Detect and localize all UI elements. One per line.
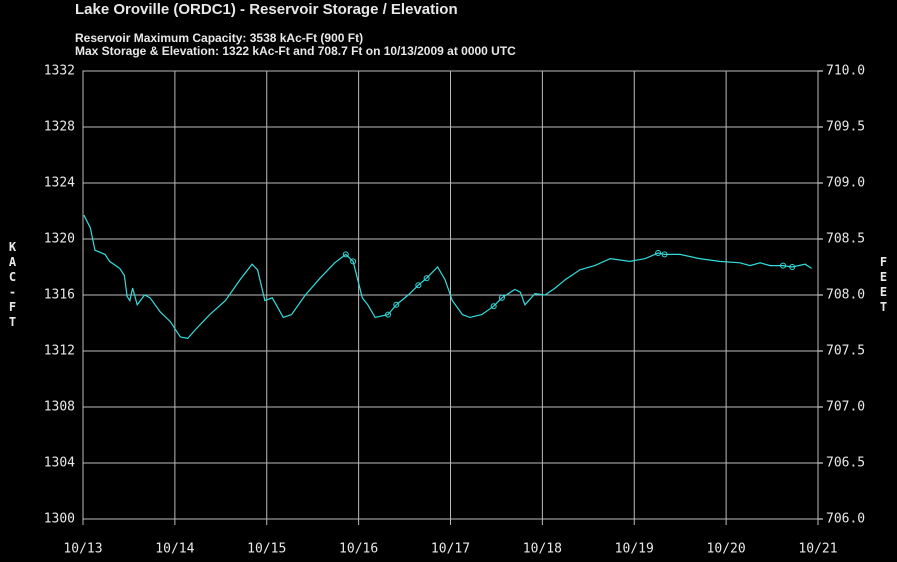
data-point xyxy=(780,262,787,269)
x-tick-label: 10/14 xyxy=(155,542,194,557)
y-tick-label: 1320 xyxy=(44,232,75,247)
x-tick-label: 10/13 xyxy=(63,542,102,557)
data-point xyxy=(498,294,505,301)
subtitle: Max Storage & Elevation: 1322 kAc-Ft and… xyxy=(75,44,516,58)
subtitle: Reservoir Maximum Capacity: 3538 kAc-Ft … xyxy=(75,31,363,45)
y2-axis-label: FEET xyxy=(877,255,891,315)
y2-tick-label: 708.5 xyxy=(826,232,865,247)
data-point xyxy=(415,282,422,289)
y2-tick-label: 706.5 xyxy=(826,456,865,471)
x-tick-label: 10/19 xyxy=(615,542,654,557)
x-tick-label: 10/16 xyxy=(339,542,378,557)
data-point xyxy=(655,250,662,256)
y-tick-label: 1316 xyxy=(44,288,75,303)
y2-tick-label: 706.0 xyxy=(826,512,865,527)
data-line xyxy=(83,214,812,340)
y-tick-label: 1332 xyxy=(44,64,75,79)
data-point xyxy=(789,264,796,270)
y-tick-label: 1300 xyxy=(44,512,75,527)
x-tick-label: 10/15 xyxy=(247,542,286,557)
y2-tick-label: 707.5 xyxy=(826,344,865,359)
data-point xyxy=(393,301,400,308)
y2-tick-label: 710.0 xyxy=(826,64,865,79)
y-axis-label: KAC-FT xyxy=(6,240,20,330)
data-point xyxy=(385,311,392,318)
data-point xyxy=(490,303,497,310)
y-tick-label: 1312 xyxy=(44,344,75,359)
x-tick-label: 10/20 xyxy=(707,542,746,557)
y-tick-label: 1324 xyxy=(44,176,75,191)
data-point xyxy=(661,251,668,258)
data-point xyxy=(342,251,349,258)
y-tick-label: 1328 xyxy=(44,120,75,135)
y-tick-label: 1304 xyxy=(44,456,75,471)
y2-tick-label: 708.0 xyxy=(826,288,865,303)
y2-tick-label: 707.0 xyxy=(826,400,865,415)
x-tick-label: 10/18 xyxy=(523,542,562,557)
y2-tick-label: 709.0 xyxy=(826,176,865,191)
y-tick-label: 1308 xyxy=(44,400,75,415)
data-point xyxy=(423,275,430,282)
data-point xyxy=(350,258,357,265)
y2-tick-label: 709.5 xyxy=(826,120,865,135)
x-tick-label: 10/21 xyxy=(798,542,837,557)
chart-title: Lake Oroville (ORDC1) - Reservoir Storag… xyxy=(75,1,458,18)
x-tick-label: 10/17 xyxy=(431,542,470,557)
